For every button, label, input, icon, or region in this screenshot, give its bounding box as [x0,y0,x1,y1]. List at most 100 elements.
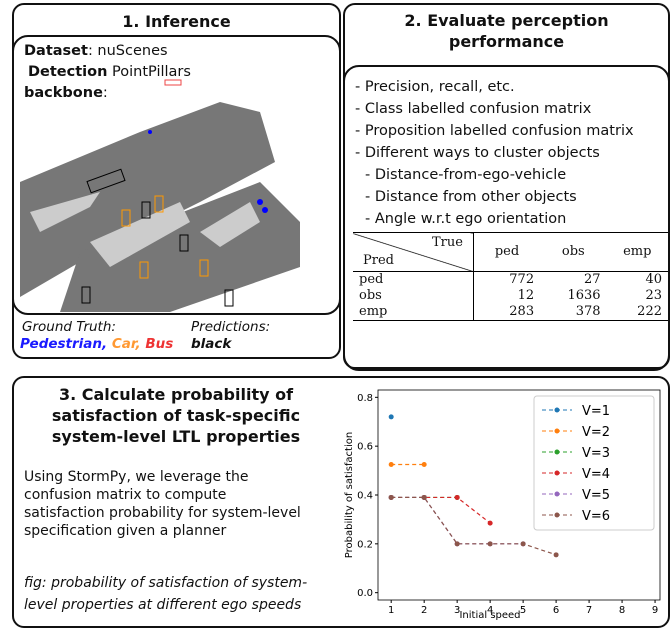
point [421,494,427,500]
point [388,494,394,500]
car-box [154,195,164,213]
legend-marker [554,491,560,497]
x-axis-label: Initial speed [459,610,520,621]
panel-title: system-level LTL properties [51,427,301,446]
corner-cell: True Pred [353,232,474,272]
info-line: backbone: [24,85,108,101]
panel-title: 2. Evaluate perception [404,11,609,30]
road [20,102,275,297]
panel-probability: 3. Calculate probability of satisfaction… [12,376,670,628]
pedestrian [257,199,263,205]
pred-color: black [191,336,232,352]
pedestrian [148,130,152,134]
x-tick-label: 6 [553,605,559,616]
x-tick-label: 7 [586,605,592,616]
cell: 12 [517,288,535,303]
legend-label: V=3 [582,446,610,461]
gt-classes: Pedestrian, Car, Bus [20,336,174,352]
corner-pred: Pred [363,253,394,268]
bullet: - Distance from other objects [365,189,577,205]
legend-label: V=1 [582,404,610,419]
point [454,494,460,500]
legend-box [533,395,655,531]
cell: 772 [509,272,535,287]
cell: 27 [583,272,601,287]
pred-box [86,168,126,194]
sidewalk [90,202,190,267]
point [487,541,493,547]
x-tick-label: 2 [421,605,427,616]
series-line [391,496,491,524]
x-tick-label: 1 [388,605,394,616]
bus-box [164,79,182,86]
legend-label: V=6 [582,509,610,524]
panel-evaluate: 2. Evaluate perception performance - Pre… [343,3,670,371]
info-line: Dataset: nuScenes [24,43,168,59]
bullet: - Class labelled confusion matrix [355,101,592,117]
inner-panel: Dataset: nuScenes Detection PointPillars… [12,35,341,315]
panel-title: performance [448,32,565,51]
y-tick-label: 0.0 [357,588,373,599]
panel-title: 3. Calculate probability of [58,385,294,404]
row-header: obs [353,288,474,304]
point [388,414,394,420]
bullet: - Precision, recall, etc. [355,79,515,95]
cell: 378 [575,304,601,319]
pred-box [81,286,91,304]
table-row: emp 283 378 222 [353,304,668,321]
panel-inference: 1. Inference Dataset: nuScenes Detection… [12,3,341,359]
x-tick-label: 4 [487,605,493,616]
cell: 40 [645,272,662,287]
panel-title: satisfaction of task-specific [51,406,301,425]
legend-marker [554,470,560,476]
x-tick-label: 3 [454,605,460,616]
bullet: - Proposition labelled confusion matrix [355,123,634,139]
sidewalk [200,202,260,247]
scene-image [20,79,300,312]
sidewalk [30,192,100,232]
car-box [121,209,131,227]
y-tick-label: 0.4 [357,491,373,502]
y-axis-label: Probability of satisfaction [344,432,355,558]
paragraph: Using StormPy, we leverage the confusion … [24,469,301,539]
cell: 23 [645,288,662,303]
bullet: - Distance-from-ego-vehicle [365,167,567,183]
car-box [199,259,209,277]
col-header: emp [623,244,652,259]
pred-box [179,234,189,252]
legend-marker [554,428,560,434]
point [487,520,493,526]
col-header: obs [561,244,585,259]
confusion-table: True Pred ped obs emp ped 772 27 40 obs 12 1636… [353,232,668,321]
x-tick-label: 9 [652,605,658,616]
row-header: emp [353,304,474,321]
header-row: True Pred ped obs emp [353,232,668,272]
legend-label: V=4 [582,467,610,482]
point [553,552,559,558]
legend-label: V=2 [582,425,610,440]
x-tick-label: 8 [619,605,625,616]
chart: Initial speed Probability of satisfactio… [344,389,661,621]
x-tick-label: 5 [520,605,526,616]
pred-box [141,201,151,219]
inner-panel: - Precision, recall, etc. - Class labelle… [343,65,670,371]
cell: 1636 [567,288,601,303]
bullet: - Angle w.r.t ego orientation [365,211,567,227]
series-line [391,496,557,556]
legend-marker [554,449,560,455]
point [421,461,427,467]
caption: fig: probability of satisfaction of syst… [24,575,308,613]
point [520,541,526,547]
y-tick-label: 0.8 [357,393,373,404]
legend-marker [554,407,560,413]
y-tick-label: 0.6 [357,442,373,453]
series-line [391,496,524,545]
panel-title: 1. Inference [122,12,231,31]
car-box [139,261,149,279]
pred-label: Predictions: [191,319,271,335]
pedestrian [262,207,268,213]
table-row: obs 12 1636 23 [353,288,668,304]
row-header: ped [353,271,474,288]
cell: 283 [509,304,535,319]
